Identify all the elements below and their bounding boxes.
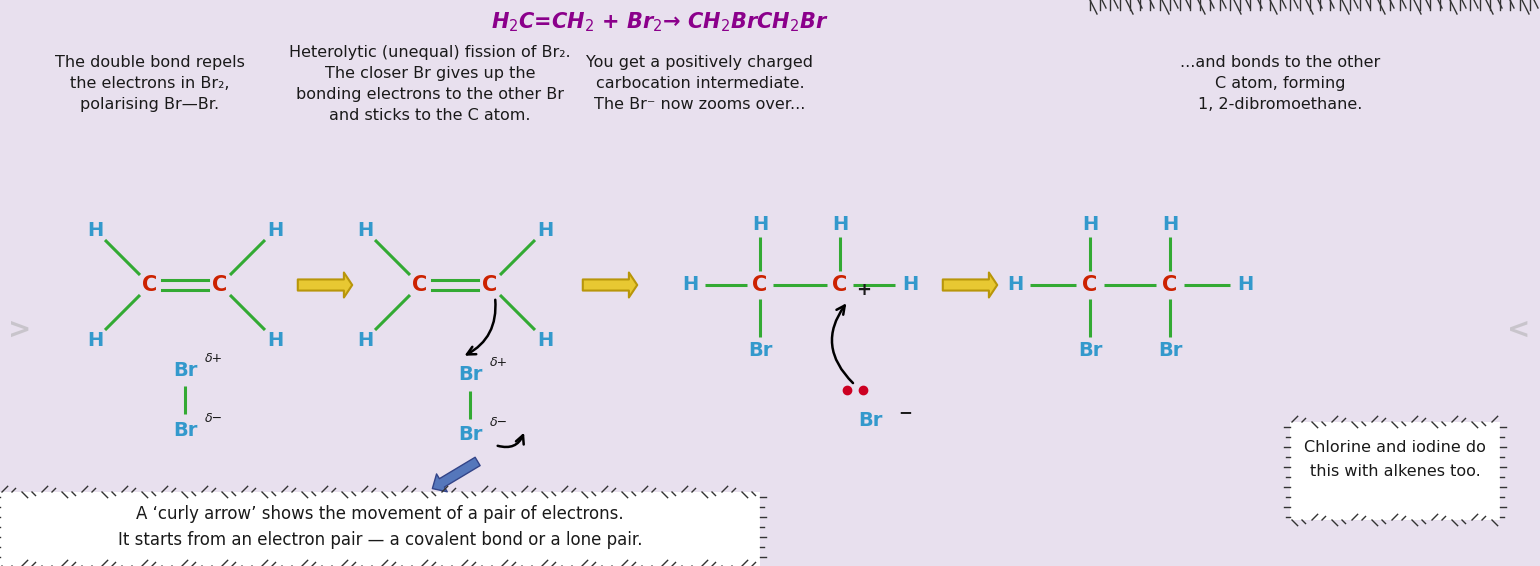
Text: −: − bbox=[898, 403, 912, 421]
Text: C: C bbox=[413, 275, 428, 295]
Text: ...and bonds to the other
C atom, forming
1, 2-dibromoethane.: ...and bonds to the other C atom, formin… bbox=[1180, 55, 1380, 112]
Text: H: H bbox=[86, 221, 103, 239]
Text: δ+: δ+ bbox=[205, 351, 223, 365]
FancyBboxPatch shape bbox=[1291, 422, 1500, 520]
Text: C: C bbox=[753, 275, 767, 295]
Text: Br: Br bbox=[858, 410, 882, 430]
Text: C: C bbox=[142, 275, 157, 295]
Text: Br: Br bbox=[457, 366, 482, 384]
Text: C: C bbox=[1083, 275, 1098, 295]
Text: H: H bbox=[537, 331, 553, 349]
Text: Chlorine and iodine do: Chlorine and iodine do bbox=[1304, 440, 1486, 454]
Text: H: H bbox=[1161, 216, 1178, 234]
Text: You get a positively charged
carbocation intermediate.
The Br⁻ now zooms over...: You get a positively charged carbocation… bbox=[587, 55, 813, 112]
Text: Br: Br bbox=[1078, 341, 1103, 359]
Text: H: H bbox=[752, 216, 768, 234]
Text: H: H bbox=[902, 276, 918, 294]
Text: δ−: δ− bbox=[205, 411, 223, 424]
Text: C: C bbox=[482, 275, 497, 295]
Text: H: H bbox=[86, 331, 103, 349]
Text: Br: Br bbox=[457, 426, 482, 444]
Text: C: C bbox=[1163, 275, 1178, 295]
Text: Heterolytic (unequal) fission of Br₂.
The closer Br gives up the
bonding electro: Heterolytic (unequal) fission of Br₂. Th… bbox=[290, 45, 571, 123]
Text: It starts from an electron pair — a covalent bond or a lone pair.: It starts from an electron pair — a cova… bbox=[117, 531, 642, 549]
Text: Br: Br bbox=[1158, 341, 1183, 359]
Text: H: H bbox=[1083, 216, 1098, 234]
Text: C: C bbox=[833, 275, 847, 295]
Text: >: > bbox=[8, 316, 31, 344]
Text: H: H bbox=[537, 221, 553, 239]
FancyBboxPatch shape bbox=[0, 492, 761, 566]
Text: Br: Br bbox=[172, 361, 197, 379]
Text: H: H bbox=[266, 221, 283, 239]
Text: Br: Br bbox=[748, 341, 772, 359]
Text: Br: Br bbox=[172, 421, 197, 440]
Text: +: + bbox=[856, 281, 872, 299]
Text: H: H bbox=[357, 221, 373, 239]
Text: H: H bbox=[266, 331, 283, 349]
Text: δ−: δ− bbox=[490, 417, 508, 430]
Text: The double bond repels
the electrons in Br₂,
polarising Br—Br.: The double bond repels the electrons in … bbox=[55, 55, 245, 112]
Text: H: H bbox=[357, 331, 373, 349]
Text: <: < bbox=[1506, 316, 1531, 344]
Text: this with alkenes too.: this with alkenes too. bbox=[1309, 465, 1480, 479]
Text: H: H bbox=[832, 216, 849, 234]
Text: C: C bbox=[213, 275, 228, 295]
Text: H: H bbox=[1237, 276, 1254, 294]
Text: H: H bbox=[1007, 276, 1023, 294]
Text: H$_2$C=CH$_2$ + Br$_2$→ CH$_2$BrCH$_2$Br: H$_2$C=CH$_2$ + Br$_2$→ CH$_2$BrCH$_2$Br bbox=[491, 10, 829, 34]
Text: A ‘curly arrow’ shows the movement of a pair of electrons.: A ‘curly arrow’ shows the movement of a … bbox=[136, 505, 624, 523]
Text: H: H bbox=[682, 276, 698, 294]
Text: δ+: δ+ bbox=[490, 357, 508, 370]
